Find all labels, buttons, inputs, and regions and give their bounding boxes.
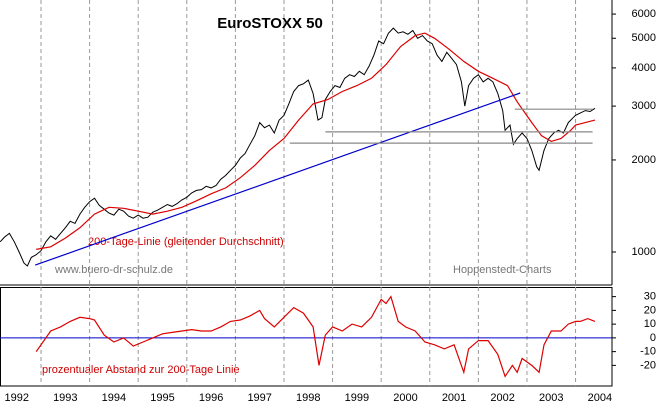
- x-tick-label: 1994: [102, 392, 126, 404]
- y-tick-label: 20: [644, 304, 656, 316]
- lower-frame: [0, 287, 613, 387]
- y-tick-label: 0: [650, 332, 656, 344]
- x-tick-label: 1993: [53, 392, 77, 404]
- x-tick-label: 1992: [4, 392, 28, 404]
- oscillator-label: prozentualer Abstand zur 200-Tage Linie: [42, 364, 240, 376]
- x-tick-label: 2004: [588, 392, 612, 404]
- series-line: [36, 32, 596, 250]
- y-tick-label: 1000: [632, 246, 656, 258]
- x-tick-label: 1996: [199, 392, 223, 404]
- series-line: [35, 295, 596, 378]
- x-tick-label: 1999: [345, 392, 369, 404]
- y-tick-label: 3000: [632, 100, 656, 112]
- y-tick-label: 4000: [632, 62, 656, 74]
- chart-title: EuroSTOXX 50: [217, 15, 323, 32]
- y-tick-label: 10: [644, 318, 656, 330]
- ma-label: 200-Tage-Linie (gleitender Durchschnitt): [88, 236, 284, 248]
- y-tick-label: 30: [644, 291, 656, 303]
- y-tick-label: 6000: [632, 8, 656, 20]
- source-note: Hoppenstedt-Charts: [453, 264, 552, 276]
- y-tick-label: 5000: [632, 32, 656, 44]
- x-tick-label: 2002: [490, 392, 514, 404]
- y-tick-label: 2000: [632, 154, 656, 166]
- x-tick-label: 1995: [150, 392, 174, 404]
- y-tick-label: -10: [640, 346, 656, 358]
- x-tick-label: 2001: [442, 392, 466, 404]
- series-line: [34, 92, 521, 266]
- x-tick-label: 1998: [296, 392, 320, 404]
- x-tick-label: 2000: [393, 392, 417, 404]
- x-tick-label: 2003: [539, 392, 563, 404]
- x-tick-label: 1997: [247, 392, 271, 404]
- y-tick-label: -20: [640, 359, 656, 371]
- source-note: www.buero-dr-schulz.de: [54, 264, 173, 276]
- series-line: [0, 27, 596, 267]
